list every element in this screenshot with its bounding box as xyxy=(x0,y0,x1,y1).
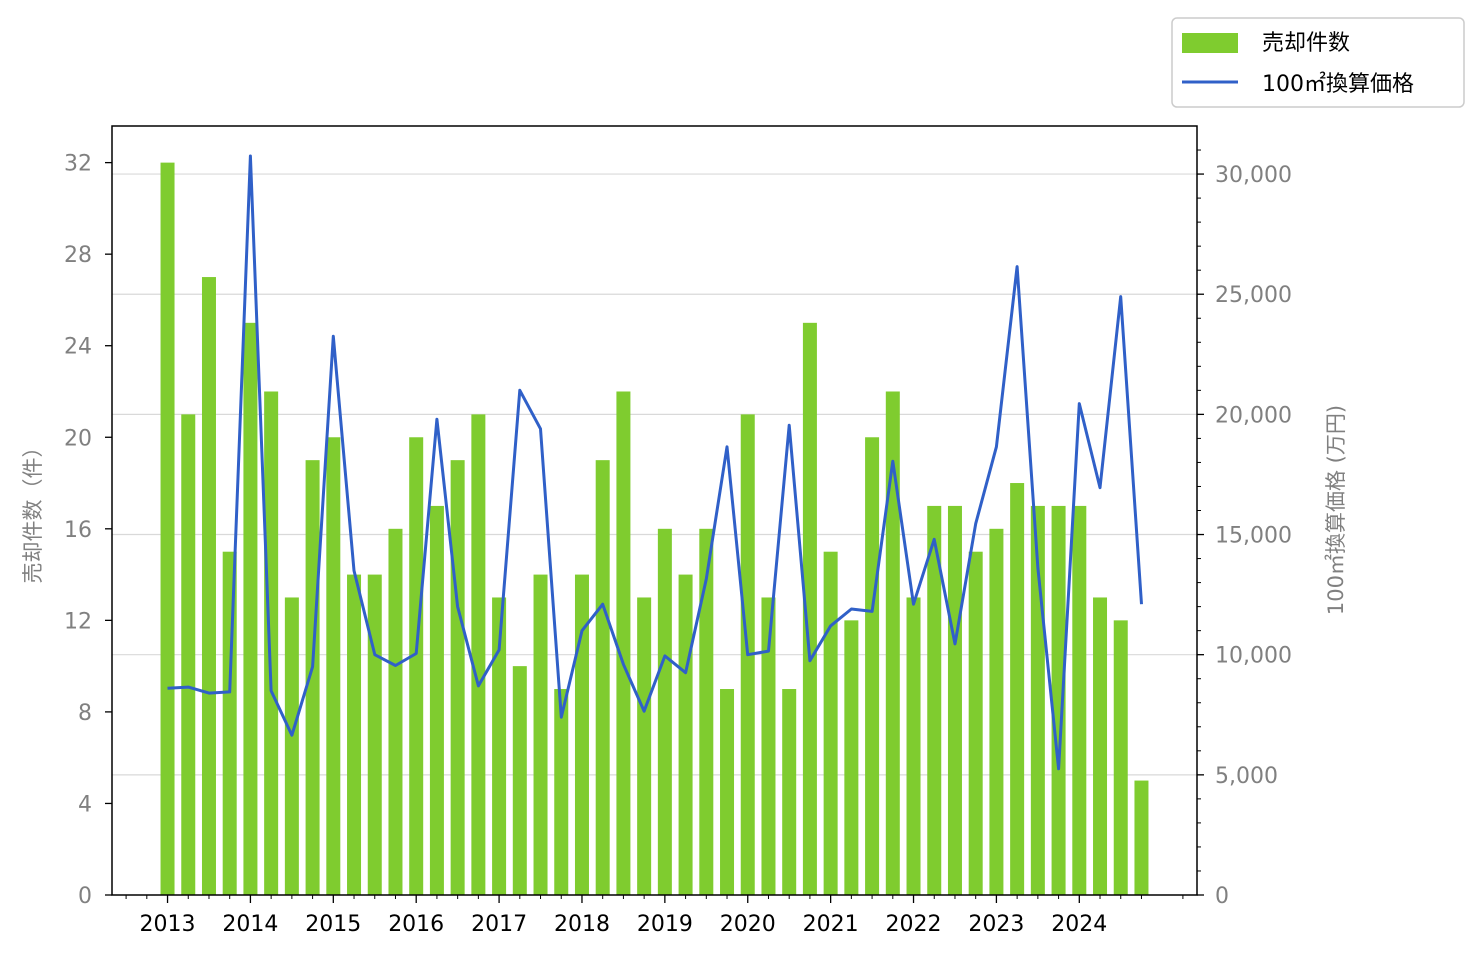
bar xyxy=(802,322,817,895)
bar xyxy=(678,574,693,895)
x-tick-label: 2018 xyxy=(554,912,610,937)
bar xyxy=(243,322,258,895)
bar xyxy=(761,597,776,895)
right-tick-label: 15,000 xyxy=(1215,524,1292,549)
x-tick-label: 2014 xyxy=(222,912,278,937)
x-tick-label: 2020 xyxy=(720,912,776,937)
bar xyxy=(637,597,652,895)
bar xyxy=(554,689,569,895)
x-tick-label: 2013 xyxy=(140,912,196,937)
bar xyxy=(450,460,465,895)
price-line xyxy=(167,154,1143,771)
right-tick-label: 30,000 xyxy=(1215,163,1292,188)
bar xyxy=(699,528,714,895)
bar xyxy=(1134,780,1149,895)
bar xyxy=(201,277,216,895)
x-tick-label: 2019 xyxy=(637,912,693,937)
bar xyxy=(533,574,548,895)
left-axis: 0 4 8 12 16 20 24 28 32 xyxy=(64,152,112,909)
bar-series-sales-count xyxy=(160,162,1149,896)
bar xyxy=(782,689,797,895)
legend-bar-swatch xyxy=(1182,33,1238,53)
right-tick-label: 5,000 xyxy=(1215,764,1278,789)
bar xyxy=(1113,620,1128,895)
bar xyxy=(471,414,486,895)
line-series-price xyxy=(167,154,1143,771)
x-tick-label: 2022 xyxy=(886,912,942,937)
x-axis: 2013 2014 2015 2016 2017 2018 2019 2020 2021 2022… xyxy=(125,895,1184,937)
left-tick-label: 28 xyxy=(64,243,92,268)
bar xyxy=(1010,483,1025,895)
bar xyxy=(388,528,403,895)
x-tick-label: 2024 xyxy=(1051,912,1107,937)
bar xyxy=(657,528,672,895)
bar xyxy=(989,528,1004,895)
x-tick-label: 2015 xyxy=(305,912,361,937)
left-tick-label: 12 xyxy=(64,609,92,634)
legend: 売却件数 100㎡換算価格 xyxy=(1171,17,1465,108)
bar xyxy=(367,574,382,895)
bar xyxy=(595,460,610,895)
bar xyxy=(844,620,859,895)
x-tick-label: 2016 xyxy=(388,912,444,937)
bar xyxy=(865,437,880,895)
bar xyxy=(1072,505,1087,895)
left-tick-label: 0 xyxy=(78,884,92,909)
bar xyxy=(347,574,362,895)
legend-label-sales-count: 売却件数 xyxy=(1262,31,1350,56)
left-tick-label: 24 xyxy=(64,335,92,360)
left-tick-label: 32 xyxy=(64,152,92,177)
bar xyxy=(947,505,962,895)
left-tick-label: 16 xyxy=(64,518,92,543)
bar xyxy=(1051,505,1066,895)
right-axis: 0 5,000 10,000 15,000 20,000 25,000 30,000 xyxy=(1197,149,1292,909)
right-tick-label: 20,000 xyxy=(1215,403,1292,428)
bar xyxy=(160,162,175,896)
right-tick-label: 0 xyxy=(1215,884,1229,909)
right-tick-label: 10,000 xyxy=(1215,644,1292,669)
legend-box xyxy=(1171,17,1465,108)
right-axis-title: 100㎡換算価格 (万円) xyxy=(1324,405,1348,615)
left-tick-label: 4 xyxy=(78,792,92,817)
left-tick-label: 20 xyxy=(64,426,92,451)
bar xyxy=(429,505,444,895)
bar xyxy=(574,574,589,895)
bar xyxy=(409,437,424,895)
bar xyxy=(305,460,320,895)
right-tick-label: 25,000 xyxy=(1215,283,1292,308)
bar xyxy=(968,551,983,895)
legend-label-price: 100㎡換算価格 xyxy=(1262,71,1414,97)
left-tick-label: 8 xyxy=(78,701,92,726)
bar xyxy=(326,437,341,895)
bar xyxy=(284,597,299,895)
bar xyxy=(492,597,507,895)
x-tick-label: 2017 xyxy=(471,912,527,937)
bar xyxy=(616,391,631,895)
x-tick-label: 2021 xyxy=(803,912,859,937)
bar xyxy=(1093,597,1108,895)
bar xyxy=(512,666,527,895)
bar xyxy=(927,505,942,895)
bar xyxy=(823,551,838,895)
bar xyxy=(885,391,900,895)
bar xyxy=(906,597,921,895)
left-axis-title: 売却件数（件） xyxy=(21,437,45,584)
bar xyxy=(181,414,196,895)
bar xyxy=(720,689,735,895)
x-tick-label: 2023 xyxy=(968,912,1024,937)
bar xyxy=(264,391,279,895)
